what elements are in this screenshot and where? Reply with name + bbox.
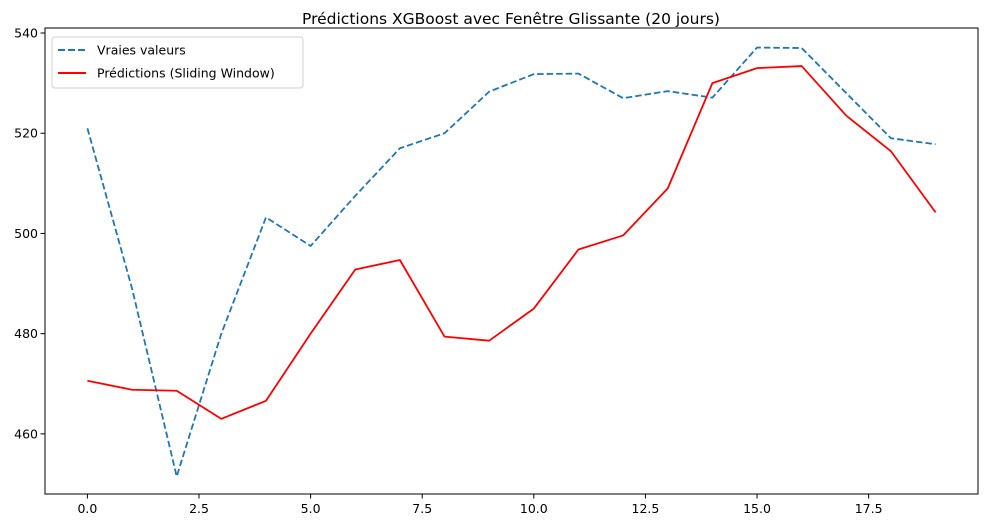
y-tick-label: 460: [14, 426, 38, 441]
y-tick-label: 500: [14, 226, 38, 241]
legend-label-vraies-valeurs: Vraies valeurs: [97, 43, 186, 58]
series-line-vraies-valeurs: [86, 46, 936, 478]
legend-box: [51, 36, 304, 89]
series-layer: [86, 46, 937, 478]
x-tick-label: 2.5: [189, 501, 209, 516]
x-tick-label: 12.5: [632, 501, 660, 516]
x-tick-label: 15.0: [743, 501, 771, 516]
plot-frame: [44, 27, 979, 495]
y-tick-label: 480: [14, 326, 38, 341]
y-tick-label: 520: [14, 126, 38, 141]
x-tick-label: 7.5: [412, 501, 432, 516]
x-tick-label: 0.0: [77, 501, 97, 516]
chart-title: Prédictions XGBoost avec Fenêtre Glissan…: [302, 10, 720, 28]
plot-area: [45, 28, 978, 494]
x-tick-label: 17.5: [855, 501, 883, 516]
x-tick-label: 10.0: [520, 501, 548, 516]
y-axis: 460 480 500 520 540: [14, 26, 45, 441]
y-tick-label: 540: [14, 26, 38, 41]
x-axis: 0.0 2.5 5.0 7.5 10.0 12.5 15.0 17.5: [77, 494, 883, 516]
legend-label-predictions: Prédictions (Sliding Window): [97, 66, 275, 81]
x-tick-label: 5.0: [301, 501, 321, 516]
series-line-predictions: [87, 65, 937, 420]
legend: Vraies valeurs Prédictions (Sliding Wind…: [51, 36, 304, 89]
